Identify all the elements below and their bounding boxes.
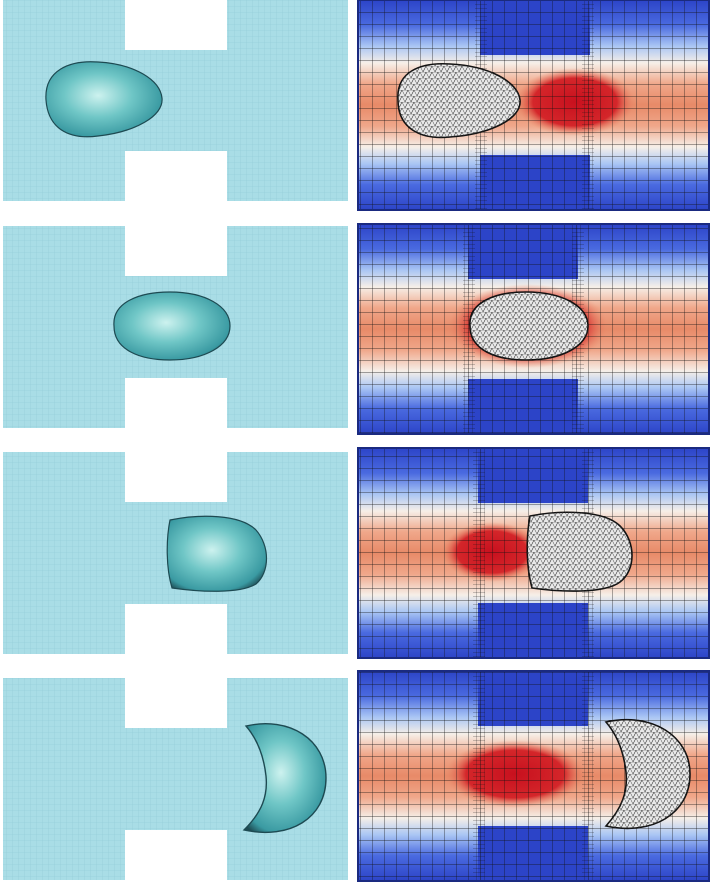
- droplet-surface: [113, 291, 231, 361]
- surface-view-column: [3, 0, 348, 880]
- velocity-field-column: [357, 0, 710, 882]
- droplet-surface: [242, 723, 327, 834]
- surface-panel-stage-2: [3, 226, 348, 428]
- droplet-surface: [45, 61, 163, 138]
- field-panel-stage-1: [357, 0, 710, 211]
- field-panel-stage-4: [357, 670, 710, 882]
- field-panel-stage-3: [357, 447, 710, 659]
- surface-panel-stage-4: [3, 678, 348, 880]
- surface-panel-stage-1: [3, 0, 348, 201]
- field-panel-stage-2: [357, 223, 710, 435]
- droplet-surface: [166, 515, 267, 592]
- surface-panel-stage-3: [3, 452, 348, 654]
